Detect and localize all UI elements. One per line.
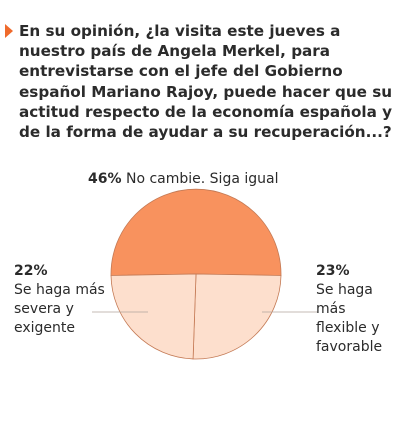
- slice-label-more-flexible: 23% Se haga más flexible y favorable: [316, 262, 406, 357]
- slice-text: No cambie. Siga igual: [125, 171, 279, 187]
- slice-percent: 22%: [14, 263, 48, 279]
- slice-percent: 46%: [88, 171, 122, 187]
- slice-text-line: exigente: [14, 320, 76, 336]
- slice-label-more-severe: 22% Se haga más severa y exigente: [14, 262, 114, 338]
- slice-text-line: Se haga más: [14, 282, 105, 298]
- question-marker-icon: [5, 24, 13, 38]
- slice-percent: 23%: [316, 263, 350, 279]
- survey-question: En su opinión, ¿la visita este jueves a …: [19, 22, 393, 142]
- slice-label-no-change: 46% No cambie. Siga igual: [88, 170, 278, 189]
- slice-text-line: Se haga más: [316, 282, 373, 317]
- slice-text-line: flexible y: [316, 320, 380, 336]
- slice-text-line: severa y: [14, 301, 74, 317]
- pie-slice-more-flexible: [192, 273, 282, 360]
- slice-text-line: favorable: [316, 339, 383, 355]
- pie-slice-more-severe: [110, 273, 197, 360]
- pie-slice-no-change: [110, 188, 282, 276]
